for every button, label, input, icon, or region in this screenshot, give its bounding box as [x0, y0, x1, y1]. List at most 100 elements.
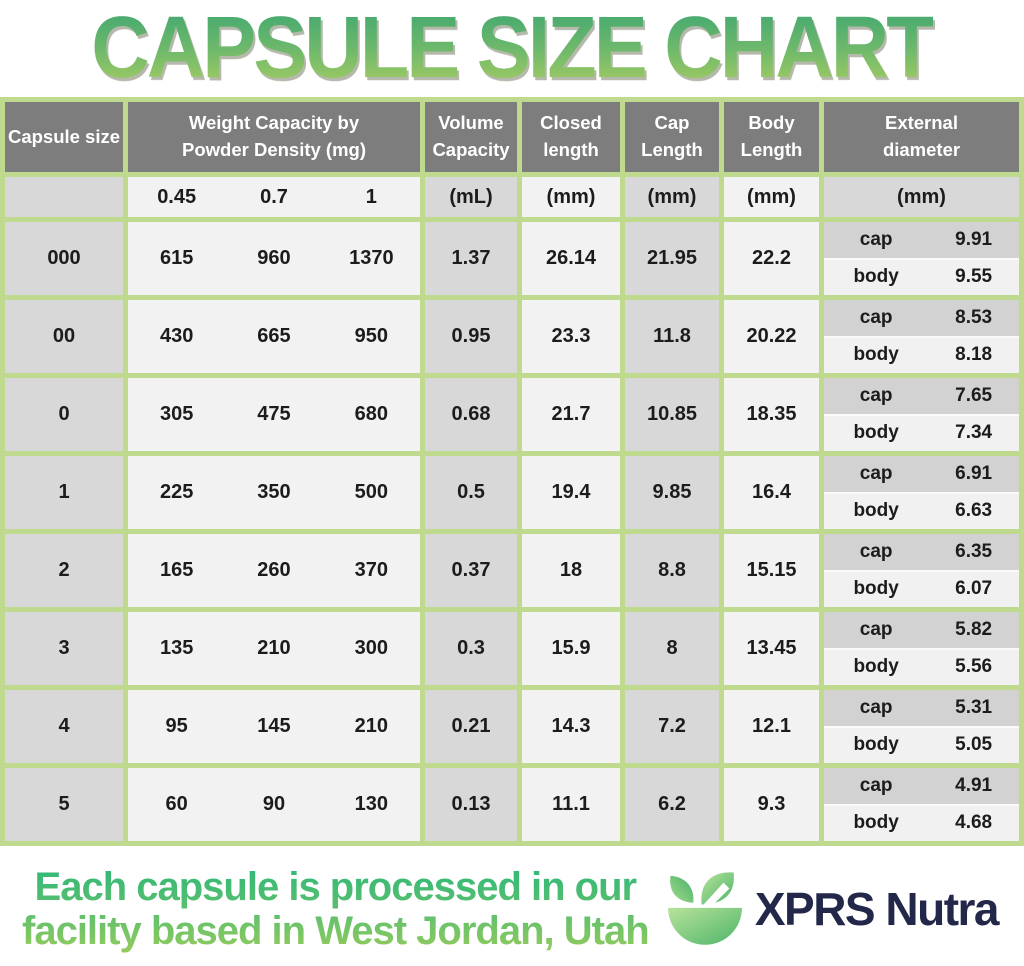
external-cap-label: cap: [859, 228, 893, 250]
weight-at-1: 1370: [349, 247, 394, 269]
closed-length-value: 14.3: [522, 690, 620, 763]
cap-length-value: 21.95: [625, 222, 719, 295]
external-body-row: body 4.68: [824, 805, 1019, 841]
weight-at-045: 225: [159, 481, 194, 503]
unit-cap: (mm): [625, 177, 719, 217]
header-capsule-size: Capsule size: [5, 102, 123, 172]
weight-at-045: 95: [165, 715, 188, 737]
unit-volume: (mL): [425, 177, 517, 217]
external-cap-row: cap 7.65: [824, 378, 1019, 416]
weight-capacity-values: 225 350 500: [128, 456, 420, 529]
unit-density-1: 1: [365, 185, 377, 208]
body-length-value: 9.3: [724, 768, 819, 841]
external-body-label: body: [853, 812, 899, 834]
external-cap-label: cap: [859, 696, 893, 718]
header-cap-length: Cap Length: [625, 102, 719, 172]
header-external-diameter: External diameter: [824, 102, 1019, 172]
closed-length-value: 23.3: [522, 300, 620, 373]
cap-length-value: 7.2: [625, 690, 719, 763]
external-cap-row: cap 5.31: [824, 690, 1019, 728]
closed-length-value: 26.14: [522, 222, 620, 295]
weight-capacity-values: 165 260 370: [128, 534, 420, 607]
weight-at-045: 305: [159, 403, 194, 425]
body-length-value: 16.4: [724, 456, 819, 529]
external-cap-row: cap 9.91: [824, 222, 1019, 260]
external-diameter-cell: cap 5.82 body 5.56: [824, 612, 1019, 685]
footer-note: Each capsule is processed in our facilit…: [22, 865, 650, 953]
external-body-value: 9.55: [955, 266, 993, 288]
cap-length-value: 6.2: [625, 768, 719, 841]
external-cap-value: 9.91: [955, 228, 993, 250]
external-body-label: body: [853, 344, 899, 366]
external-cap-label: cap: [859, 618, 893, 640]
cap-length-value: 8.8: [625, 534, 719, 607]
external-body-row: body 9.55: [824, 259, 1019, 295]
page-title: CAPSULE SIZE CHART: [91, 0, 936, 97]
external-cap-value: 5.31: [955, 696, 993, 718]
volume-capacity-value: 0.3: [425, 612, 517, 685]
external-body-label: body: [853, 266, 899, 288]
external-body-row: body 7.34: [824, 415, 1019, 451]
weight-at-1: 300: [354, 637, 389, 659]
external-cap-label: cap: [859, 774, 893, 796]
weight-at-045: 430: [159, 325, 194, 347]
capsule-size-value: 0: [5, 378, 123, 451]
volume-capacity-value: 0.37: [425, 534, 517, 607]
body-length-value: 12.1: [724, 690, 819, 763]
weight-at-07: 260: [257, 559, 291, 581]
weight-at-1: 370: [354, 559, 389, 581]
volume-capacity-value: 0.21: [425, 690, 517, 763]
external-cap-row: cap 5.82: [824, 612, 1019, 650]
external-body-label: body: [853, 656, 899, 678]
weight-at-07: 960: [257, 247, 291, 269]
weight-at-1: 950: [354, 325, 389, 347]
external-body-value: 8.18: [955, 344, 993, 366]
volume-capacity-value: 0.68: [425, 378, 517, 451]
unit-density-07: 0.7: [260, 185, 288, 208]
external-cap-label: cap: [859, 384, 893, 406]
external-diameter-cell: cap 6.91 body 6.63: [824, 456, 1019, 529]
weight-at-1: 130: [354, 793, 389, 815]
weight-at-1: 500: [354, 481, 389, 503]
cap-length-value: 9.85: [625, 456, 719, 529]
volume-capacity-value: 0.13: [425, 768, 517, 841]
external-body-row: body 6.63: [824, 493, 1019, 529]
closed-length-value: 19.4: [522, 456, 620, 529]
units-densities: 0.45 0.7 1: [128, 177, 420, 217]
external-body-row: body 5.05: [824, 727, 1019, 763]
external-diameter-cell: cap 9.91 body 9.55: [824, 222, 1019, 295]
external-body-value: 7.34: [955, 422, 993, 444]
title-bar: CAPSULE SIZE CHART: [0, 0, 1024, 97]
external-body-value: 6.07: [955, 578, 993, 600]
capsule-size-value: 3: [5, 612, 123, 685]
external-cap-row: cap 6.91: [824, 456, 1019, 494]
header-volume-capacity: Volume Capacity: [425, 102, 517, 172]
unit-body: (mm): [724, 177, 819, 217]
external-cap-row: cap 4.91: [824, 768, 1019, 806]
weight-at-07: 350: [257, 481, 291, 503]
external-body-value: 4.68: [955, 812, 993, 834]
units-capsule-size-empty: [5, 177, 123, 217]
weight-at-07: 145: [257, 715, 291, 737]
mortar-pestle-logo-icon: [663, 868, 747, 951]
weight-capacity-values: 95 145 210: [128, 690, 420, 763]
external-body-label: body: [853, 578, 899, 600]
unit-density-045: 0.45: [157, 185, 197, 208]
external-body-row: body 6.07: [824, 571, 1019, 607]
body-length-value: 20.22: [724, 300, 819, 373]
external-cap-label: cap: [859, 306, 893, 328]
weight-capacity-values: 135 210 300: [128, 612, 420, 685]
weight-capacity-values: 430 665 950: [128, 300, 420, 373]
weight-capacity-values: 60 90 130: [128, 768, 420, 841]
cap-length-value: 10.85: [625, 378, 719, 451]
header-weight-capacity: Weight Capacity by Powder Density (mg): [128, 102, 420, 172]
footer: Each capsule is processed in our facilit…: [0, 846, 1024, 966]
capsule-size-value: 4: [5, 690, 123, 763]
weight-at-07: 665: [257, 325, 291, 347]
external-cap-value: 6.35: [955, 540, 993, 562]
cap-length-value: 11.8: [625, 300, 719, 373]
capsule-size-value: 2: [5, 534, 123, 607]
body-length-value: 18.35: [724, 378, 819, 451]
external-cap-value: 8.53: [955, 306, 993, 328]
external-diameter-cell: cap 8.53 body 8.18: [824, 300, 1019, 373]
